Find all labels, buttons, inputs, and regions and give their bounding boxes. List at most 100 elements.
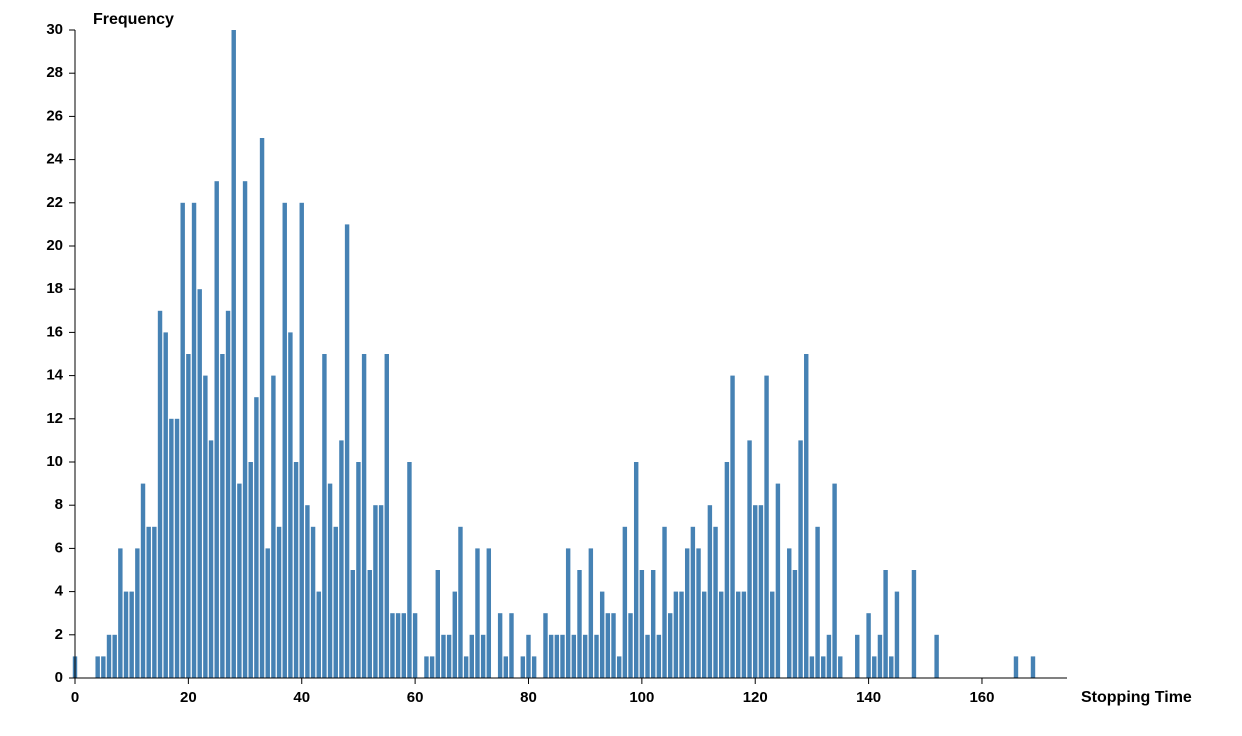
x-tick-label: 160 [969, 689, 994, 706]
y-tick-label: 28 [46, 64, 63, 81]
histogram-bar [288, 332, 292, 678]
histogram-bar [475, 548, 479, 678]
histogram-bar [634, 462, 638, 678]
histogram-bar [294, 462, 298, 678]
x-tick-label: 120 [743, 689, 768, 706]
y-tick-label: 6 [55, 539, 63, 556]
histogram-chart: 0246810121416182022242628300204060801001… [0, 0, 1242, 736]
histogram-bar [606, 613, 610, 678]
histogram-bar [509, 613, 513, 678]
histogram-bar [934, 635, 938, 678]
histogram-bar [101, 656, 105, 678]
histogram-bar [498, 613, 502, 678]
x-axis-label: Stopping Time [1081, 689, 1192, 706]
histogram-bar [339, 440, 343, 678]
histogram-bar [572, 635, 576, 678]
histogram-bar [311, 527, 315, 678]
histogram-bar [413, 613, 417, 678]
histogram-bar [186, 354, 190, 678]
y-axis-label: Frequency [93, 11, 174, 28]
histogram-bar [651, 570, 655, 678]
histogram-bar [317, 592, 321, 678]
histogram-bar [430, 656, 434, 678]
histogram-bar [402, 613, 406, 678]
x-tick-label: 0 [71, 689, 79, 706]
histogram-bar [560, 635, 564, 678]
histogram-bar [300, 203, 304, 678]
histogram-bar [226, 311, 230, 678]
histogram-bar [441, 635, 445, 678]
histogram-bar [271, 376, 275, 678]
histogram-bar [192, 203, 196, 678]
histogram-bar [532, 656, 536, 678]
histogram-bar [526, 635, 530, 678]
histogram-bar [713, 527, 717, 678]
histogram-bar [776, 484, 780, 678]
histogram-bar [668, 613, 672, 678]
histogram-bar [832, 484, 836, 678]
histogram-bar [674, 592, 678, 678]
histogram-bar [345, 224, 349, 678]
histogram-bar [566, 548, 570, 678]
histogram-bar [356, 462, 360, 678]
histogram-bar [543, 613, 547, 678]
histogram-bar [464, 656, 468, 678]
histogram-bar [1014, 656, 1018, 678]
histogram-bar [640, 570, 644, 678]
histogram-bar [215, 181, 219, 678]
histogram-bar [243, 181, 247, 678]
histogram-bar [112, 635, 116, 678]
y-tick-label: 24 [46, 151, 63, 168]
histogram-bar [504, 656, 508, 678]
histogram-bar [124, 592, 128, 678]
histogram-bar [118, 548, 122, 678]
histogram-bar [175, 419, 179, 678]
histogram-bar [390, 613, 394, 678]
histogram-bar [679, 592, 683, 678]
histogram-bar [407, 462, 411, 678]
histogram-bar [895, 592, 899, 678]
histogram-bar [583, 635, 587, 678]
histogram-bar [696, 548, 700, 678]
histogram-bar [453, 592, 457, 678]
histogram-bar [549, 635, 553, 678]
histogram-bar [152, 527, 156, 678]
histogram-bar [237, 484, 241, 678]
histogram-bar [736, 592, 740, 678]
histogram-bar [266, 548, 270, 678]
y-tick-label: 14 [46, 367, 63, 384]
histogram-bar [447, 635, 451, 678]
histogram-bar [254, 397, 258, 678]
histogram-bar [702, 592, 706, 678]
y-tick-label: 10 [46, 453, 63, 470]
y-tick-label: 16 [46, 323, 63, 340]
histogram-bar [594, 635, 598, 678]
histogram-bar [708, 505, 712, 678]
histogram-bar [180, 203, 184, 678]
histogram-bar [220, 354, 224, 678]
histogram-bar [691, 527, 695, 678]
histogram-bar [129, 592, 133, 678]
histogram-bar [787, 548, 791, 678]
histogram-bar [322, 354, 326, 678]
histogram-bar [804, 354, 808, 678]
histogram-bar [657, 635, 661, 678]
histogram-bar [107, 635, 111, 678]
y-tick-label: 8 [55, 496, 63, 513]
histogram-bar [623, 527, 627, 678]
histogram-bar [362, 354, 366, 678]
histogram-bar [260, 138, 264, 678]
histogram-bar [232, 30, 236, 678]
y-tick-label: 20 [46, 237, 63, 254]
histogram-bar [912, 570, 916, 678]
histogram-bar [645, 635, 649, 678]
histogram-bar [209, 440, 213, 678]
histogram-bar [878, 635, 882, 678]
histogram-bar [725, 462, 729, 678]
histogram-bar [169, 419, 173, 678]
histogram-bar [373, 505, 377, 678]
histogram-bar [838, 656, 842, 678]
histogram-bar [611, 613, 615, 678]
histogram-bar [815, 527, 819, 678]
histogram-bar [283, 203, 287, 678]
